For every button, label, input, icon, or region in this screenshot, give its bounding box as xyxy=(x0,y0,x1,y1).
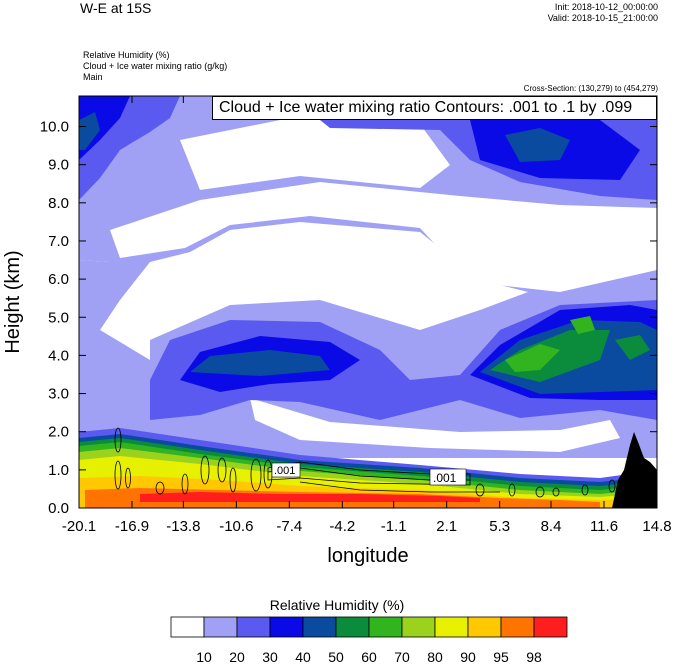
x-tick-label: -16.9 xyxy=(115,518,149,535)
x-tick-label: -4.2 xyxy=(329,518,355,535)
y-tick-label: 4.0 xyxy=(48,347,69,364)
colorbar-level-label: 10 xyxy=(196,649,212,665)
y-tick-label: 2.0 xyxy=(48,424,69,441)
colorbar-level-label: 50 xyxy=(328,649,344,665)
colorbar-level-label: 30 xyxy=(262,649,278,665)
colorbar-swatch xyxy=(335,616,370,638)
colorbar-level-label: 90 xyxy=(460,649,476,665)
x-axis-label: longitude xyxy=(327,545,408,567)
x-tick-label: -1.1 xyxy=(381,518,407,535)
y-tick-label: 10.0 xyxy=(40,119,69,136)
x-tick-label: -20.1 xyxy=(62,518,96,535)
y-tick-label: 8.0 xyxy=(48,195,69,212)
colorbar-level-label: 98 xyxy=(526,649,542,665)
field-line-cloud: Cloud + Ice water mixing ratio (g/kg) xyxy=(83,61,228,71)
x-tick-label: -13.8 xyxy=(166,518,200,535)
colorbar-level-label: 95 xyxy=(493,649,509,665)
colorbar-swatch xyxy=(269,616,304,638)
y-tick-label: 3.0 xyxy=(48,386,69,403)
x-tick-label: -10.6 xyxy=(219,518,253,535)
colorbar: 10 20 30 40 50 60 70 80 90 95 98 xyxy=(170,616,568,665)
field-line-rh: Relative Humidity (%) xyxy=(83,50,170,60)
colorbar-swatch xyxy=(236,616,271,638)
y-tick-label: 7.0 xyxy=(48,233,69,250)
y-tick-label: 5.0 xyxy=(48,309,69,326)
field-line-main: Main xyxy=(83,72,103,82)
colorbar-swatch xyxy=(170,616,205,638)
init-time: Init: 2018-10-12_00:00:00 xyxy=(554,2,658,12)
x-tick-label: 2.1 xyxy=(436,518,457,535)
x-axis: -20.1 -16.9 -13.8 -10.6 -7.4 -4.2 -1.1 2.1 5.3 8.… xyxy=(62,96,672,535)
colorbar-swatch xyxy=(401,616,436,638)
colorbar-swatch xyxy=(368,616,403,638)
colorbar-level-label: 60 xyxy=(361,649,377,665)
contour-inline-label-1: .001 xyxy=(274,465,295,477)
colorbar-level-label: 40 xyxy=(295,649,311,665)
plot-title: W-E at 15S xyxy=(80,0,152,16)
colorbar-level-label: 20 xyxy=(229,649,245,665)
contour-info-label: Cloud + Ice water mixing ratio Contours:… xyxy=(212,96,657,120)
x-tick-label: 11.6 xyxy=(590,518,618,535)
contour-inline-label-2: .001 xyxy=(433,471,457,485)
colorbar-swatch xyxy=(533,616,568,638)
y-tick-label: 9.0 xyxy=(48,157,69,174)
valid-time: Valid: 2018-10-15_21:00:00 xyxy=(547,13,658,23)
y-axis: 0.0 1.0 2.0 3.0 4.0 5.0 6.0 7.0 8.0 9.0 10.0 xyxy=(40,119,657,517)
cross-section-label: Cross-Section: (130,279) to (454,279) xyxy=(523,84,658,93)
colorbar-swatch xyxy=(434,616,469,638)
terrain xyxy=(612,432,657,508)
y-tick-label: 1.0 xyxy=(48,462,69,479)
x-tick-label: 5.3 xyxy=(489,518,510,535)
x-tick-label: 8.4 xyxy=(541,518,562,535)
y-axis-label: Height (km) xyxy=(2,250,24,353)
x-tick-label: -7.4 xyxy=(276,518,302,535)
x-tick-label: 14.8 xyxy=(642,518,671,535)
colorbar-level-label: 70 xyxy=(394,649,410,665)
y-tick-label: 0.0 xyxy=(48,500,69,517)
colorbar-swatch xyxy=(467,616,502,638)
y-tick-label: 6.0 xyxy=(48,271,69,288)
colorbar-swatch xyxy=(203,616,238,638)
colorbar-swatch xyxy=(302,616,337,638)
colorbar-swatch xyxy=(500,616,535,638)
colorbar-title: Relative Humidity (%) xyxy=(269,597,405,613)
plot-area: .001 .001 xyxy=(79,96,657,508)
colorbar-level-label: 80 xyxy=(427,649,443,665)
